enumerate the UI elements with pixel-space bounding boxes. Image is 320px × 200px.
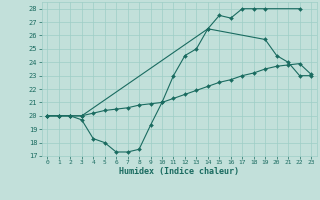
X-axis label: Humidex (Indice chaleur): Humidex (Indice chaleur): [119, 167, 239, 176]
